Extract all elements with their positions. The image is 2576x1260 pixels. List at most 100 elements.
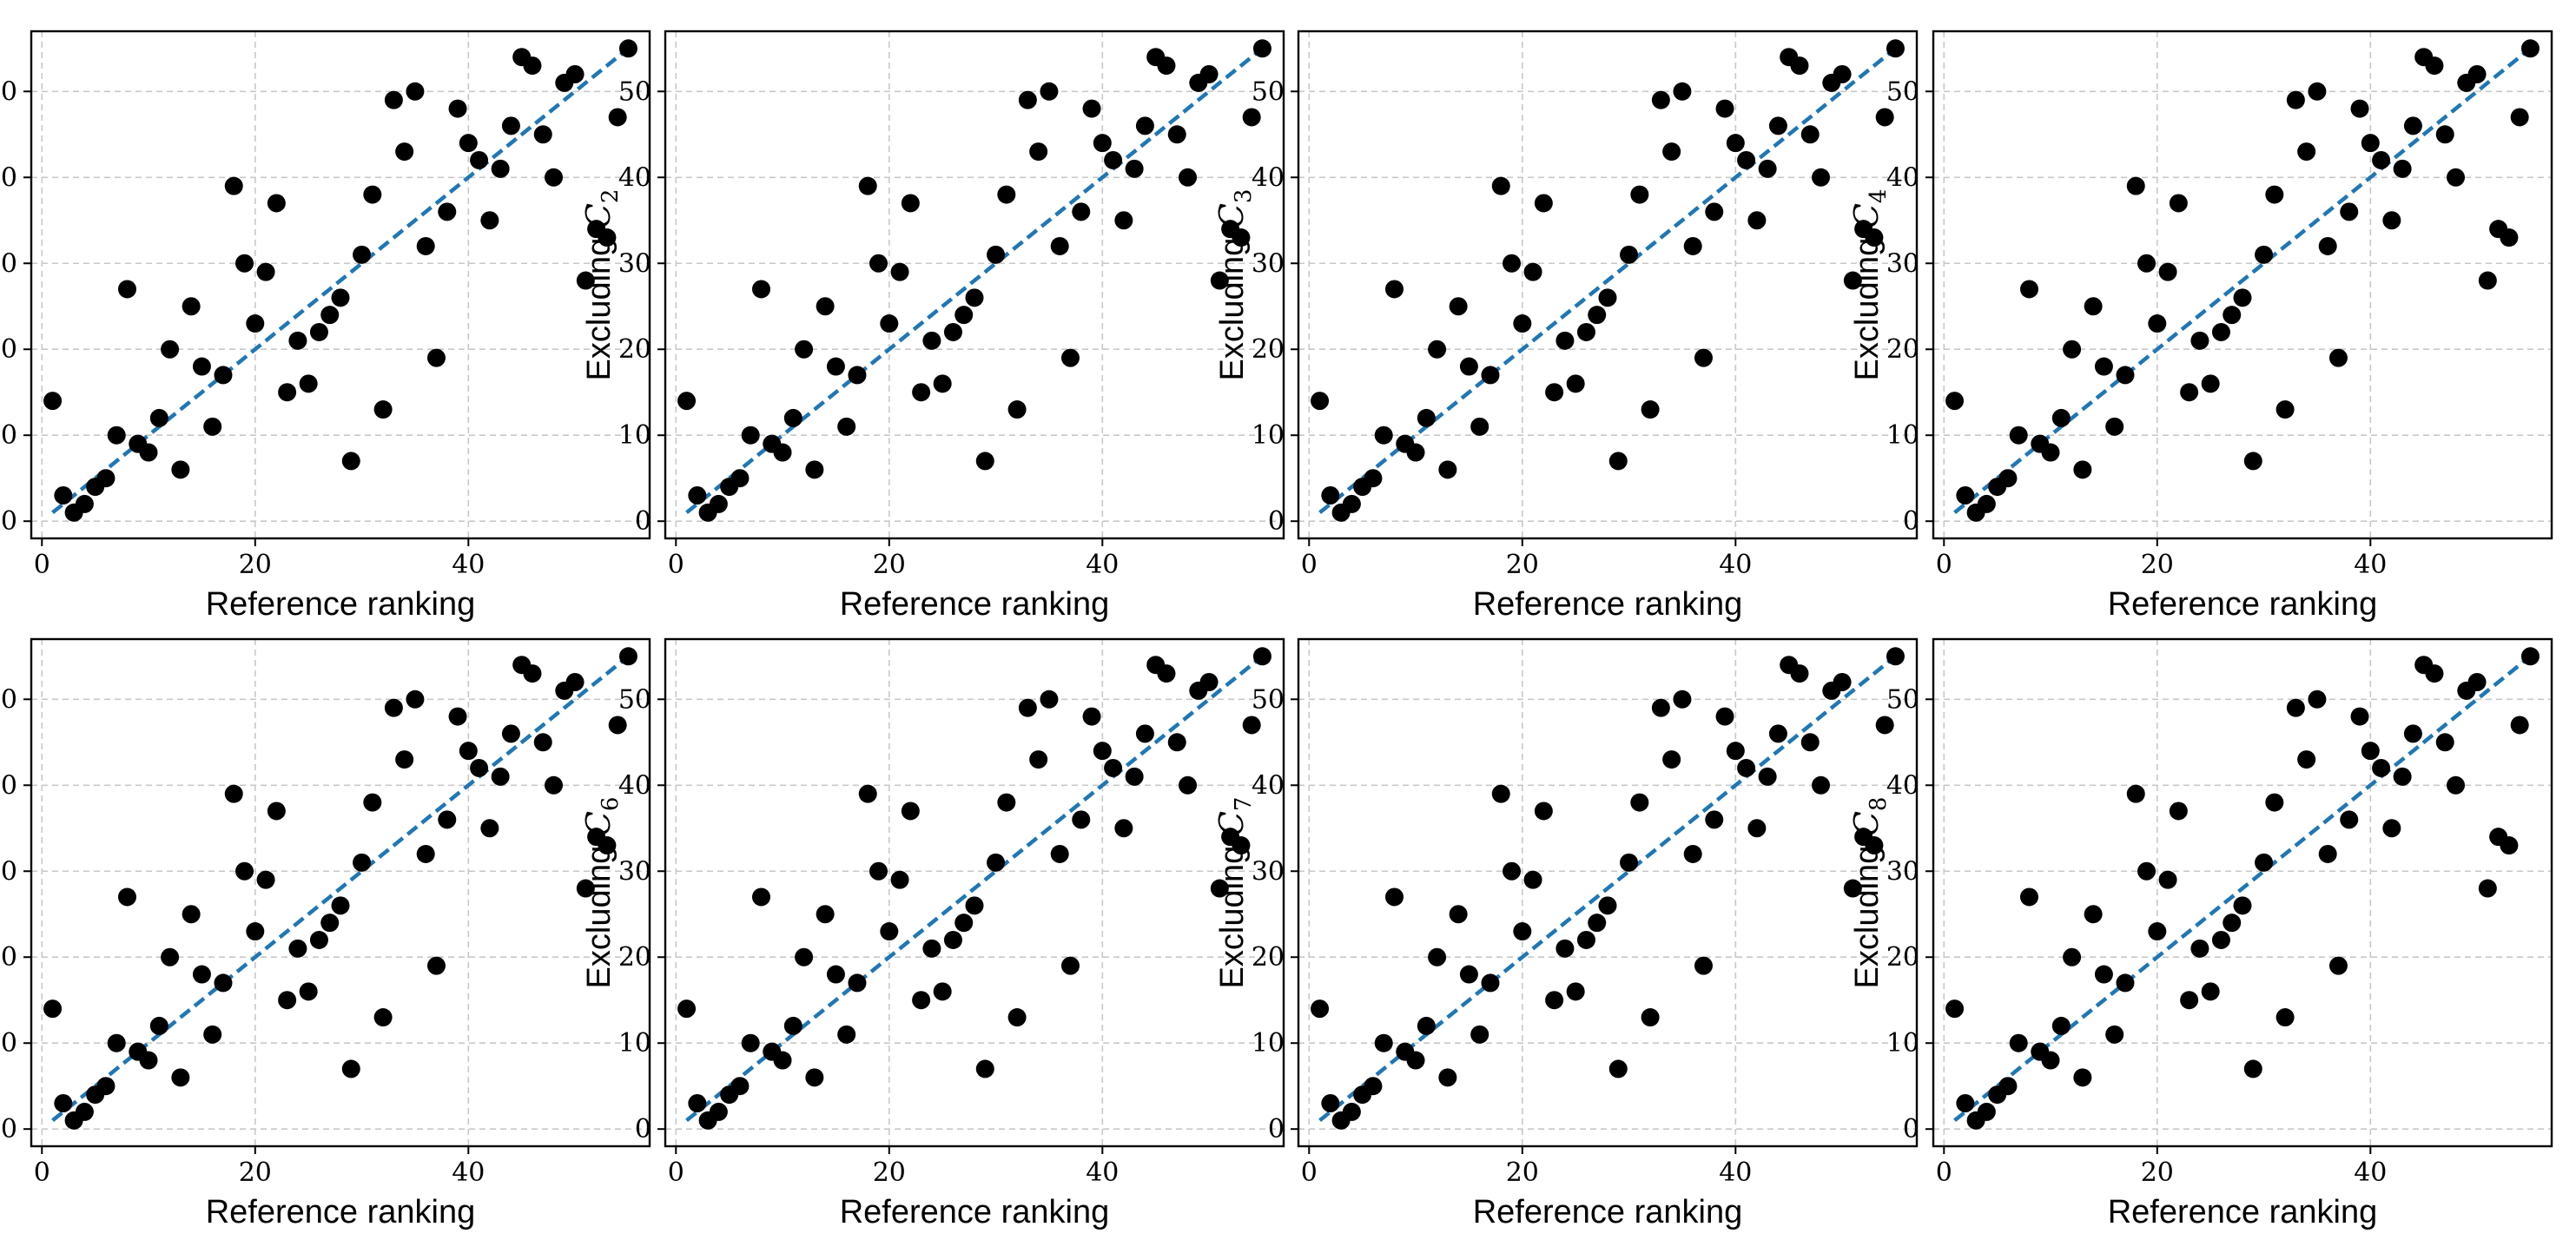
- reference-line: [1953, 655, 2532, 1123]
- data-point: [1800, 125, 1820, 144]
- data-point: [309, 322, 328, 341]
- data-point: [2297, 750, 2316, 769]
- y-axis-label-symbol: C: [1847, 203, 1886, 228]
- x-tick-label: 40: [452, 550, 485, 580]
- data-point: [2041, 1051, 2060, 1070]
- data-point: [2243, 1059, 2262, 1079]
- data-point: [1374, 425, 1393, 445]
- data-point: [2478, 879, 2497, 898]
- y-tick-label: 40: [618, 162, 651, 193]
- data-point: [139, 443, 158, 462]
- data-point: [117, 887, 136, 907]
- y-axis-label: Excluding C8: [1847, 797, 1892, 989]
- data-point: [416, 844, 435, 863]
- data-point: [75, 494, 94, 513]
- data-point: [2180, 991, 2199, 1010]
- y-tick-label: 50: [1252, 684, 1285, 715]
- data-point: [1737, 150, 1756, 169]
- y-tick-label: 0: [1, 1114, 17, 1145]
- y-axis-label: Excluding C6: [579, 797, 624, 989]
- data-point: [805, 1068, 824, 1087]
- x-tick-label: 0: [34, 1158, 50, 1188]
- data-point: [2019, 887, 2038, 907]
- data-point: [1364, 469, 1383, 488]
- y-tick-label: 10: [1886, 420, 1919, 451]
- x-axis-label: Reference ranking: [1473, 586, 1743, 623]
- data-point: [501, 116, 520, 135]
- data-point: [267, 194, 286, 213]
- data-point: [192, 357, 211, 376]
- data-point: [2105, 417, 2124, 436]
- y-tick-label: 0: [635, 506, 651, 537]
- data-point: [373, 1008, 393, 1027]
- data-point: [1342, 1102, 1361, 1121]
- axes-frame: [30, 637, 651, 1148]
- data-point: [1875, 716, 1894, 735]
- data-point: [2467, 672, 2487, 691]
- y-tick-label: 30: [1252, 856, 1285, 887]
- data-point: [1040, 689, 1059, 709]
- data-point: [1758, 159, 1777, 178]
- data-point: [1523, 870, 1542, 889]
- x-tick-label: 20: [1506, 550, 1539, 580]
- data-point: [1865, 228, 1884, 247]
- data-point: [278, 991, 297, 1010]
- data-point: [2393, 767, 2412, 786]
- data-point: [2009, 425, 2028, 445]
- data-point: [256, 262, 275, 281]
- data-point: [1705, 810, 1724, 829]
- x-tick-label: 0: [34, 550, 50, 580]
- data-point: [730, 1077, 750, 1096]
- reference-line: [1953, 47, 2532, 515]
- data-point: [1040, 82, 1059, 101]
- data-point: [1449, 905, 1468, 924]
- data-point: [618, 39, 637, 58]
- y-axis-label-subscript: 6: [598, 797, 624, 812]
- data-point: [2190, 939, 2209, 958]
- data-point: [2318, 844, 2337, 863]
- data-point: [1125, 159, 1144, 178]
- reference-line: [51, 47, 630, 515]
- data-point: [54, 486, 73, 505]
- data-point: [171, 460, 190, 479]
- data-point: [1018, 90, 1037, 109]
- data-point: [1768, 724, 1787, 743]
- data-point: [1662, 750, 1681, 769]
- y-tick-label: 50: [0, 684, 17, 715]
- data-point: [2520, 647, 2540, 666]
- data-point: [438, 202, 457, 221]
- x-tick-label: 0: [1301, 550, 1318, 580]
- data-point: [1167, 125, 1186, 144]
- data-point: [2051, 408, 2071, 427]
- x-axis-label: Reference ranking: [840, 1194, 1110, 1230]
- data-point: [246, 314, 265, 333]
- data-point: [1566, 374, 1585, 393]
- y-tick-label: 30: [0, 248, 17, 279]
- data-point: [161, 340, 180, 359]
- data-point: [1886, 39, 1905, 58]
- axes-frame: [1932, 30, 2553, 540]
- data-point: [438, 810, 457, 829]
- data-point: [2361, 134, 2380, 153]
- data-point: [2084, 905, 2103, 924]
- data-point: [1491, 176, 1510, 195]
- data-point: [75, 1102, 94, 1121]
- data-point: [677, 392, 697, 411]
- data-point: [2265, 793, 2284, 812]
- y-tick-label: 30: [1886, 248, 1919, 279]
- data-point: [2223, 306, 2242, 325]
- y-tick-label: 20: [1886, 334, 1919, 365]
- data-point: [1683, 844, 1702, 863]
- data-point: [826, 965, 845, 984]
- data-point: [363, 793, 382, 812]
- data-point: [2073, 460, 2092, 479]
- data-point: [565, 64, 585, 83]
- data-point: [709, 494, 728, 513]
- data-point: [1470, 1025, 1489, 1044]
- data-point: [1438, 460, 1457, 479]
- data-point: [1242, 108, 1261, 127]
- data-point: [182, 297, 201, 316]
- data-point: [331, 896, 350, 915]
- data-point: [1576, 322, 1595, 341]
